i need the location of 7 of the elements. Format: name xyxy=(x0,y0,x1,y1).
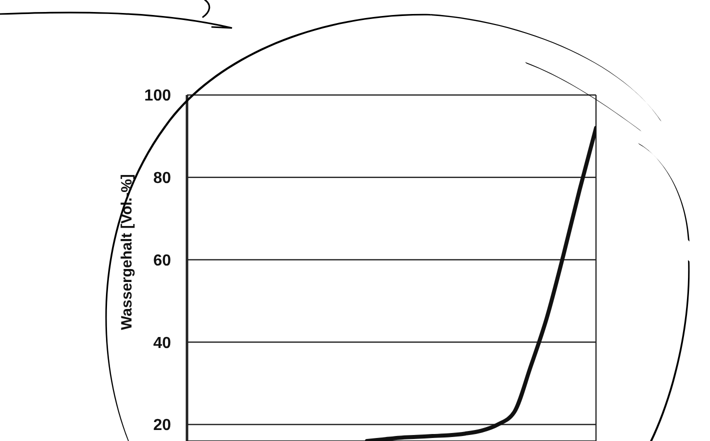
y-axis-title: Wassergehalt [Vol.-%] xyxy=(118,174,136,330)
y-tick-label: 20 xyxy=(153,417,172,434)
y-tick-label: 40 xyxy=(153,334,172,352)
line-series xyxy=(364,126,596,441)
y-tick-label: 60 xyxy=(153,252,172,270)
y-tick-label: 80 xyxy=(153,170,172,188)
y-tick-label: 100 xyxy=(144,88,172,105)
